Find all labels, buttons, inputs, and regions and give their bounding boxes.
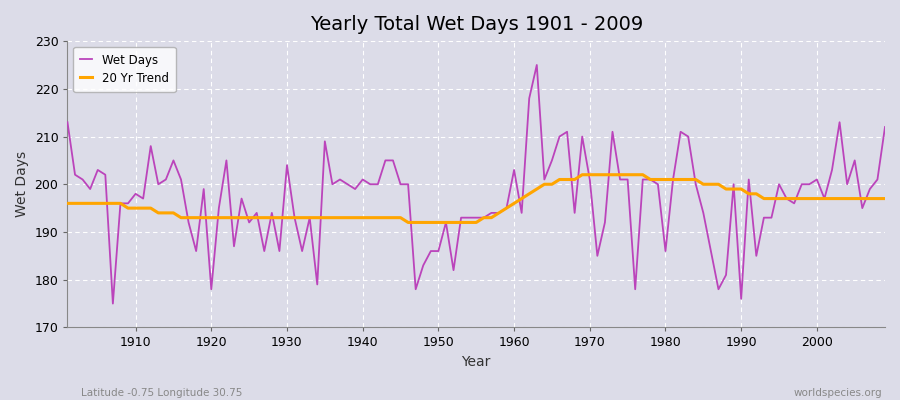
20 Yr Trend — [577, 172, 588, 177]
Title: Yearly Total Wet Days 1901 - 2009: Yearly Total Wet Days 1901 - 2009 — [310, 15, 643, 34]
Wet Days — [615, 177, 626, 182]
X-axis label: Year: Year — [462, 355, 490, 369]
Wet Days — [107, 301, 118, 306]
Wet Days — [879, 125, 890, 130]
20 Yr Trend — [62, 201, 73, 206]
Text: worldspecies.org: worldspecies.org — [794, 388, 882, 398]
20 Yr Trend — [122, 206, 133, 210]
Legend: Wet Days, 20 Yr Trend: Wet Days, 20 Yr Trend — [74, 47, 176, 92]
20 Yr Trend — [335, 215, 346, 220]
20 Yr Trend — [615, 172, 626, 177]
Wet Days — [62, 120, 73, 125]
20 Yr Trend — [517, 196, 527, 201]
Line: Wet Days: Wet Days — [68, 65, 885, 304]
Line: 20 Yr Trend: 20 Yr Trend — [68, 175, 885, 222]
Wet Days — [130, 192, 141, 196]
Wet Days — [297, 249, 308, 254]
Y-axis label: Wet Days: Wet Days — [15, 151, 29, 217]
20 Yr Trend — [508, 201, 519, 206]
Wet Days — [342, 182, 353, 187]
20 Yr Trend — [402, 220, 413, 225]
Wet Days — [531, 62, 542, 67]
Text: Latitude -0.75 Longitude 30.75: Latitude -0.75 Longitude 30.75 — [81, 388, 242, 398]
20 Yr Trend — [289, 215, 300, 220]
20 Yr Trend — [879, 196, 890, 201]
Wet Days — [508, 168, 519, 172]
Wet Days — [517, 210, 527, 215]
